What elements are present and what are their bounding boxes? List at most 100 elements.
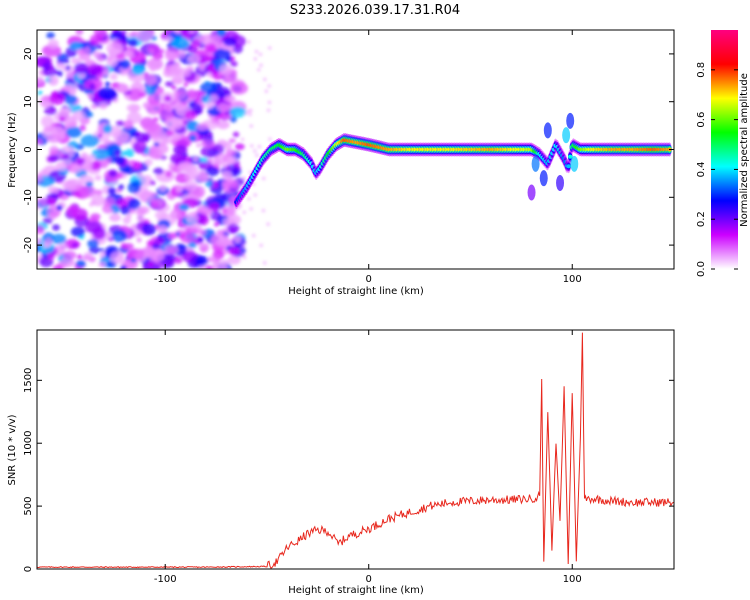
noise-blob bbox=[188, 30, 196, 34]
noise-blob bbox=[110, 204, 117, 210]
noise-blob bbox=[87, 238, 99, 249]
snr-frame bbox=[36, 329, 675, 570]
noise-blob bbox=[165, 36, 174, 42]
noise-dot bbox=[254, 50, 258, 54]
noise-blob bbox=[132, 224, 137, 229]
x-tick-label: 0 bbox=[366, 574, 372, 585]
noise-dot bbox=[241, 245, 245, 249]
noise-blob bbox=[205, 101, 214, 110]
y-tick-label: -10 bbox=[23, 189, 34, 205]
noise-blob bbox=[127, 38, 138, 47]
noise-blob bbox=[69, 41, 84, 51]
colorbar-tick-label: 0.4 bbox=[696, 161, 707, 177]
noise-blob bbox=[117, 184, 125, 191]
noise-dot bbox=[268, 46, 272, 50]
noise-blob bbox=[216, 103, 230, 113]
noise-blob bbox=[63, 84, 78, 94]
noise-blob bbox=[171, 36, 189, 49]
noise-blob bbox=[127, 181, 141, 194]
noise-dot bbox=[252, 234, 256, 238]
noise-blob bbox=[48, 186, 59, 194]
noise-blob bbox=[151, 35, 157, 41]
noise-blob bbox=[95, 189, 103, 196]
noise-blob bbox=[199, 82, 218, 94]
noise-blob bbox=[200, 247, 207, 253]
snr-series bbox=[37, 332, 674, 569]
noise-dot bbox=[259, 63, 263, 67]
noise-blob bbox=[134, 167, 143, 175]
noise-blob bbox=[153, 167, 164, 175]
noise-blob bbox=[164, 51, 178, 61]
noise-blob bbox=[173, 102, 187, 112]
snr-y-ticks: 0 500 1000 1500 bbox=[23, 368, 674, 572]
noise-dot bbox=[253, 149, 257, 153]
noise-blob bbox=[37, 139, 43, 145]
noise-blob bbox=[134, 132, 151, 143]
noise-blob bbox=[70, 226, 86, 237]
noise-blob bbox=[104, 231, 112, 238]
noise-blob bbox=[133, 161, 142, 170]
noise-blob bbox=[75, 30, 84, 36]
noise-blob bbox=[76, 254, 83, 260]
noise-blob bbox=[76, 260, 86, 267]
noise-blob bbox=[120, 59, 131, 70]
noise-blob bbox=[46, 32, 55, 39]
scatter-blob bbox=[562, 127, 571, 144]
noise-blob bbox=[213, 222, 219, 227]
noise-dot bbox=[243, 255, 247, 259]
noise-blob bbox=[56, 204, 63, 211]
noise-blob bbox=[232, 167, 240, 174]
noise-blob bbox=[171, 76, 184, 85]
noise-blob bbox=[114, 149, 122, 157]
noise-blob bbox=[173, 243, 187, 256]
noise-blob bbox=[86, 154, 96, 162]
noise-blob bbox=[111, 229, 127, 243]
noise-blob bbox=[174, 30, 182, 35]
x-tick-label: -100 bbox=[154, 574, 177, 585]
noise-dot bbox=[253, 57, 257, 61]
noise-blob bbox=[37, 238, 43, 245]
noise-blob bbox=[148, 261, 154, 267]
snr-line bbox=[37, 332, 674, 569]
noise-blob bbox=[224, 95, 236, 103]
noise-blob bbox=[146, 104, 162, 115]
noise-dot bbox=[266, 108, 270, 112]
noise-blob bbox=[178, 203, 189, 211]
noise-blob bbox=[189, 134, 197, 142]
noise-blob bbox=[196, 143, 202, 148]
noise-blob bbox=[37, 76, 44, 84]
noise-dot bbox=[263, 261, 267, 265]
noise-blob bbox=[221, 170, 233, 181]
x-tick-label: 100 bbox=[563, 274, 582, 285]
noise-blob bbox=[125, 148, 135, 158]
noise-blob bbox=[37, 90, 43, 96]
noise-blob bbox=[205, 181, 214, 188]
noise-blob bbox=[184, 110, 197, 121]
noise-blob bbox=[97, 133, 103, 139]
noise-blob bbox=[79, 124, 86, 132]
noise-blob bbox=[135, 208, 147, 216]
noise-blob bbox=[37, 174, 43, 183]
noise-dot bbox=[249, 124, 253, 128]
noise-blob bbox=[55, 62, 65, 69]
noise-blob bbox=[175, 68, 191, 78]
noise-blob bbox=[198, 229, 206, 236]
noise-blob bbox=[64, 116, 78, 128]
noise-blob bbox=[216, 237, 230, 247]
noise-blob bbox=[227, 223, 240, 233]
noise-blob bbox=[92, 51, 102, 58]
noise-blob bbox=[118, 83, 130, 93]
noise-blob bbox=[197, 238, 204, 243]
noise-blob bbox=[177, 162, 194, 173]
noise-blob bbox=[232, 131, 240, 138]
noise-blob bbox=[40, 115, 54, 128]
noise-blob bbox=[90, 213, 101, 221]
noise-blob bbox=[85, 181, 94, 187]
noise-blob bbox=[123, 49, 134, 58]
noise-blob bbox=[201, 138, 215, 148]
noise-blob bbox=[109, 73, 118, 81]
noise-blob bbox=[87, 63, 105, 76]
noise-blob bbox=[183, 82, 189, 87]
noise-blob bbox=[222, 178, 238, 190]
noise-blob bbox=[150, 201, 160, 209]
